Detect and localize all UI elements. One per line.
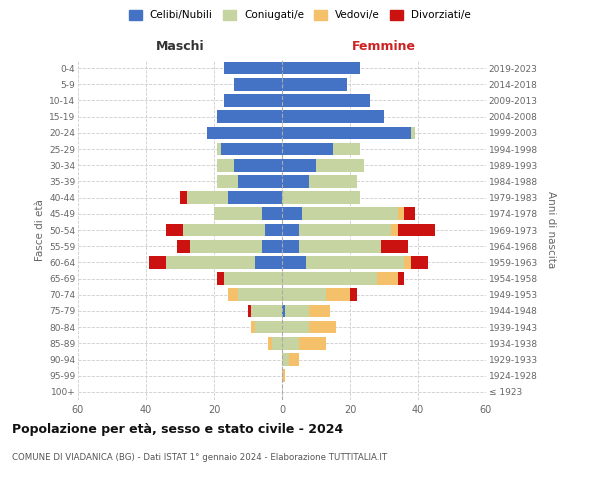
Bar: [398, 272, 404, 285]
Bar: [299, 224, 391, 236]
Legend: Celibi/Nubili, Coniugati/e, Vedovi/e, Divorziati/e: Celibi/Nubili, Coniugati/e, Vedovi/e, Di…: [129, 10, 471, 20]
Bar: [286, 304, 309, 318]
Bar: [255, 256, 282, 268]
Bar: [398, 208, 404, 220]
Bar: [309, 175, 357, 188]
Bar: [326, 288, 350, 301]
Bar: [217, 272, 224, 285]
Bar: [255, 321, 282, 334]
Bar: [404, 256, 411, 268]
Bar: [184, 224, 265, 236]
Bar: [282, 142, 333, 156]
Bar: [282, 192, 360, 204]
Text: Popolazione per età, sesso e stato civile - 2024: Popolazione per età, sesso e stato civil…: [12, 422, 343, 436]
Bar: [214, 208, 262, 220]
Bar: [282, 126, 411, 139]
Bar: [299, 337, 326, 349]
Bar: [262, 208, 282, 220]
Bar: [309, 321, 337, 334]
Bar: [166, 256, 255, 268]
Bar: [316, 159, 364, 172]
Bar: [282, 370, 286, 382]
Bar: [282, 159, 316, 172]
Bar: [268, 337, 272, 349]
Bar: [380, 240, 408, 252]
Bar: [282, 304, 286, 318]
Bar: [306, 256, 404, 268]
Bar: [282, 62, 360, 74]
Bar: [217, 159, 235, 172]
Bar: [221, 142, 282, 156]
Bar: [224, 94, 282, 107]
Bar: [282, 272, 377, 285]
Bar: [248, 304, 251, 318]
Bar: [227, 288, 238, 301]
Bar: [190, 240, 262, 252]
Bar: [217, 142, 221, 156]
Bar: [176, 240, 190, 252]
Bar: [282, 337, 299, 349]
Bar: [224, 62, 282, 74]
Bar: [289, 353, 299, 366]
Bar: [282, 224, 299, 236]
Bar: [411, 256, 428, 268]
Bar: [333, 142, 360, 156]
Text: Maschi: Maschi: [155, 40, 205, 52]
Bar: [224, 272, 282, 285]
Bar: [377, 272, 398, 285]
Bar: [299, 240, 380, 252]
Bar: [282, 353, 289, 366]
Bar: [149, 256, 166, 268]
Bar: [217, 175, 238, 188]
Bar: [411, 126, 415, 139]
Bar: [251, 304, 282, 318]
Bar: [238, 288, 282, 301]
Bar: [187, 192, 227, 204]
Bar: [282, 78, 347, 90]
Bar: [227, 192, 282, 204]
Bar: [309, 304, 329, 318]
Bar: [282, 110, 384, 123]
Bar: [398, 224, 435, 236]
Y-axis label: Fasce di età: Fasce di età: [35, 199, 45, 261]
Bar: [262, 240, 282, 252]
Text: COMUNE DI VIADANICA (BG) - Dati ISTAT 1° gennaio 2024 - Elaborazione TUTTITALIA.: COMUNE DI VIADANICA (BG) - Dati ISTAT 1°…: [12, 452, 387, 462]
Bar: [282, 321, 309, 334]
Bar: [282, 208, 302, 220]
Bar: [272, 337, 282, 349]
Text: Femmine: Femmine: [352, 40, 416, 52]
Bar: [350, 288, 357, 301]
Bar: [217, 110, 282, 123]
Bar: [265, 224, 282, 236]
Bar: [180, 192, 187, 204]
Bar: [166, 224, 184, 236]
Bar: [207, 126, 282, 139]
Bar: [282, 288, 326, 301]
Bar: [282, 175, 309, 188]
Bar: [282, 94, 370, 107]
Bar: [251, 321, 255, 334]
Bar: [235, 159, 282, 172]
Bar: [404, 208, 415, 220]
Bar: [302, 208, 398, 220]
Bar: [238, 175, 282, 188]
Bar: [282, 240, 299, 252]
Bar: [235, 78, 282, 90]
Bar: [391, 224, 398, 236]
Y-axis label: Anni di nascita: Anni di nascita: [547, 192, 556, 268]
Bar: [282, 256, 306, 268]
